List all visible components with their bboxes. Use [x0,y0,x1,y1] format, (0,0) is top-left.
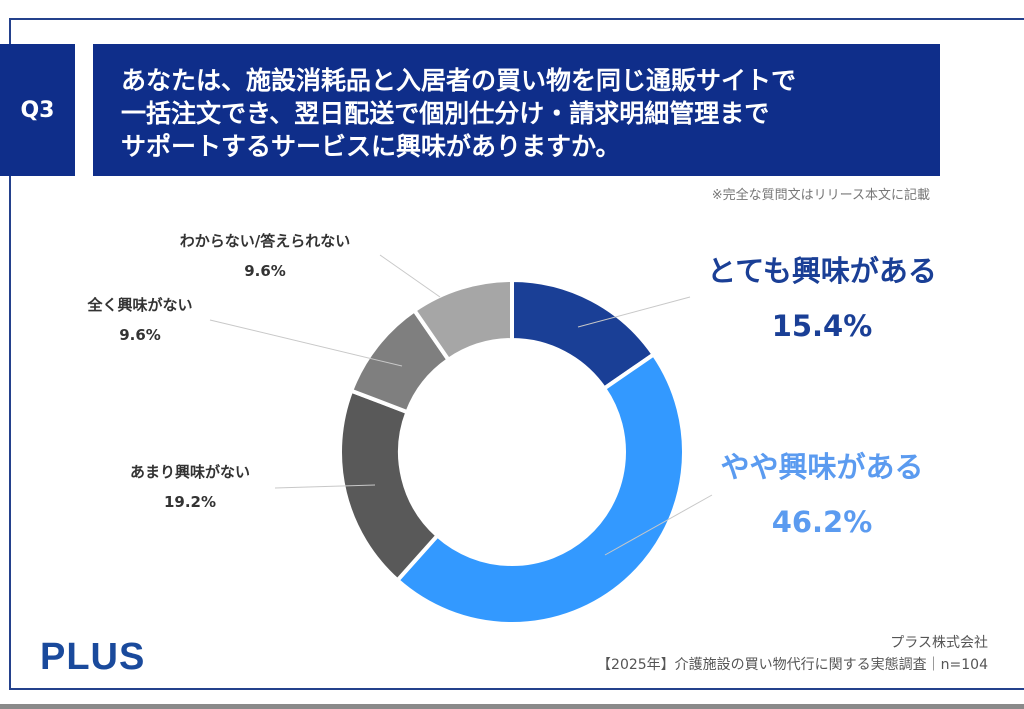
footer-company: プラス株式会社 [890,635,988,651]
value-label: 15.4% [771,309,873,343]
category-label: とても興味がある [707,254,937,288]
leader-line [274,484,376,489]
category-label: やや興味がある [720,450,924,484]
donut-slice [394,351,686,626]
label-very-interested: とても興味がある 15.4% [690,244,954,354]
bottom-bar [0,704,1024,709]
leader-line [604,494,713,556]
leader-line [209,319,403,367]
footer-survey: 【2025年】介護施設の買い物代行に関する実態調査｜n=104 [597,657,988,673]
label-not-interested: 全く興味がない 9.6% [55,290,225,350]
value-label: 46.2% [771,505,873,539]
category-label: 全く興味がない [87,296,193,314]
donut-slice [411,277,514,363]
leader-line [577,296,691,328]
footer: プラス株式会社 【2025年】介護施設の買い物代行に関する実態調査｜n=104 [597,632,988,676]
leader-line [379,254,441,298]
slide-frame [9,18,1024,690]
category-label: あまり興味がない [129,463,250,481]
value-label: 19.2% [163,493,217,511]
note: ※完全な質問文はリリース本文に記載 [711,188,930,203]
value-label: 9.6% [119,326,161,344]
value-label: 9.6% [244,262,286,280]
label-dont-know: わからない/答えられない 9.6% [150,226,380,286]
label-not-very-interested: あまり興味がない 19.2% [100,457,280,517]
plus-logo: PLUS [40,636,146,678]
category-label: わからない/答えられない [179,232,351,250]
question-text: あなたは、施設消耗品と入居者の買い物を同じ通販サイトで 一括注文でき、翌日配送で… [93,44,940,176]
label-somewhat-interested: やや興味がある 46.2% [690,440,954,550]
question-label: Q3 [0,44,75,176]
